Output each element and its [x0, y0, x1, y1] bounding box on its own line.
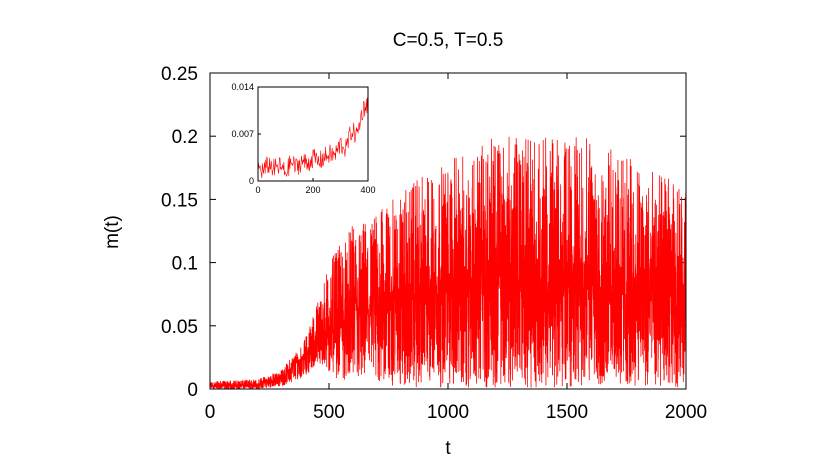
x-tick-label: 2000	[665, 402, 707, 423]
y-tick-label: 0.25	[161, 64, 198, 85]
series-line	[209, 136, 687, 390]
inset-x-tick-label: 0	[255, 185, 260, 195]
inset-x-tick-label: 200	[305, 185, 320, 195]
inset-y-tick-label: 0	[249, 176, 254, 186]
inset-chart: 0 200 400 0 0.007 0.014	[231, 82, 375, 195]
x-tick-label: 1500	[546, 402, 588, 423]
main-series	[209, 136, 687, 390]
x-axis-label: t	[445, 438, 451, 459]
y-tick-label: 0	[187, 380, 198, 401]
inset-frame	[257, 86, 369, 182]
inset-series-line	[257, 97, 369, 179]
y-axis-label: m(t)	[102, 215, 123, 249]
x-tick-label: 0	[205, 402, 216, 423]
y-tick-label: 0.2	[172, 127, 198, 148]
y-tick-label: 0.05	[161, 317, 198, 338]
inset-y-tick-label: 0.007	[231, 129, 254, 139]
inset-series	[257, 97, 369, 179]
x-tick-label: 500	[313, 402, 345, 423]
y-tick-label: 0.15	[161, 190, 198, 211]
plot-frame-overlay	[209, 72, 687, 390]
inset-x-tick-label: 400	[360, 185, 375, 195]
x-tick-label: 1000	[427, 402, 469, 423]
chart-title: C=0.5, T=0.5	[393, 30, 504, 51]
inset-y-tick-label: 0.014	[231, 82, 254, 92]
y-tick-label: 0.1	[172, 254, 198, 275]
